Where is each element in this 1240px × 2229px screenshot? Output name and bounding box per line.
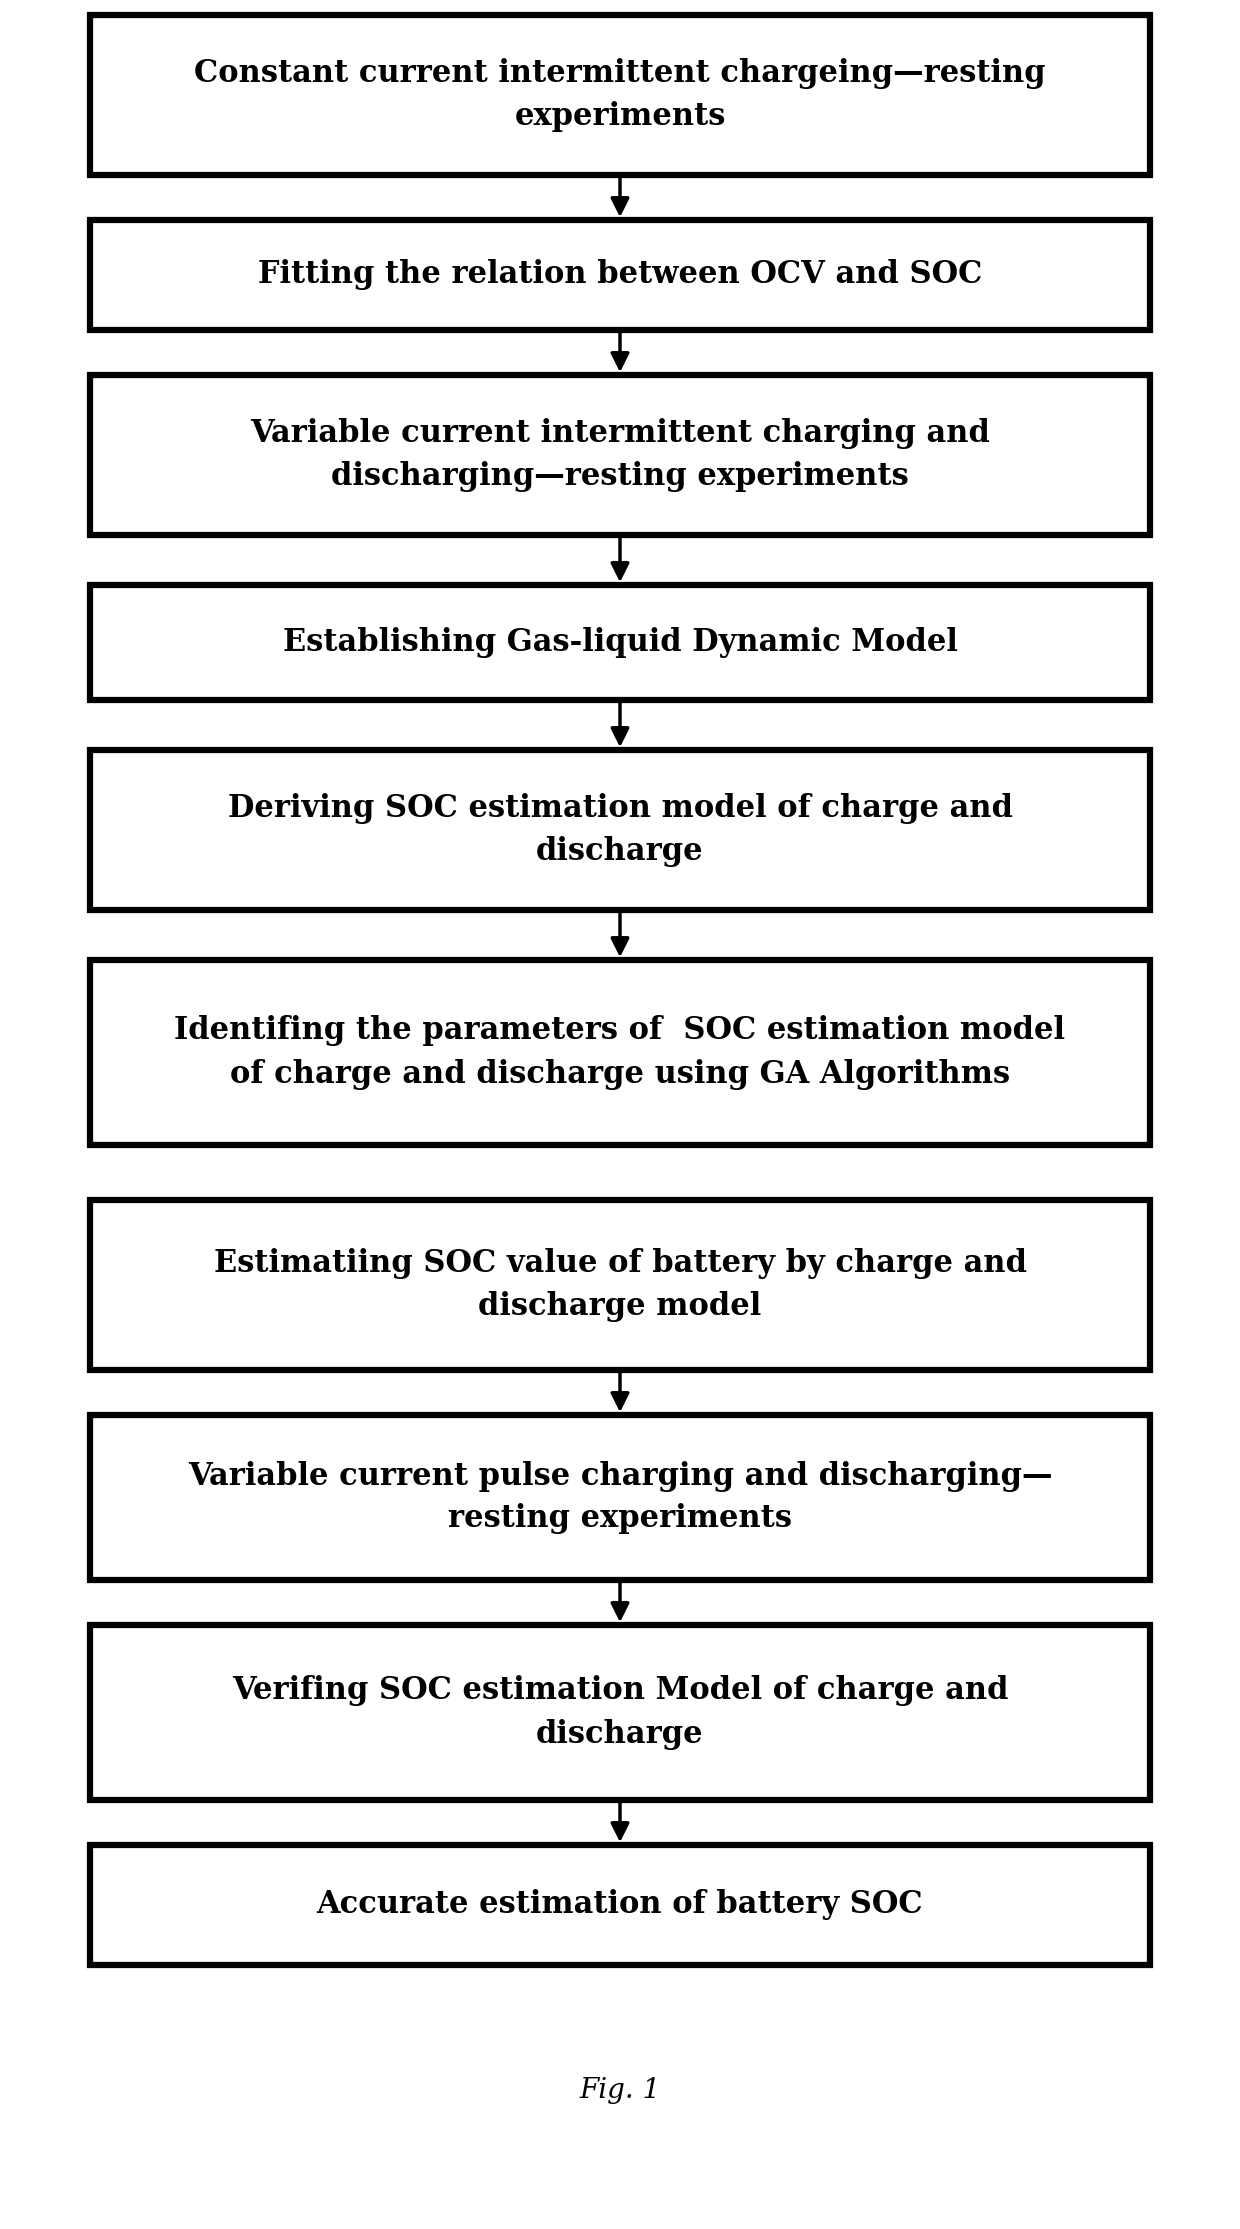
Text: Fitting the relation between OCV and SOC: Fitting the relation between OCV and SOC <box>258 259 982 290</box>
Text: Constant current intermittent chargeing—resting
experiments: Constant current intermittent chargeing—… <box>195 58 1045 132</box>
Text: Variable current intermittent charging and
discharging—resting experiments: Variable current intermittent charging a… <box>250 419 990 493</box>
Text: Fig. 1: Fig. 1 <box>579 2077 661 2104</box>
Bar <box>91 749 1149 909</box>
Bar <box>91 16 1149 176</box>
Bar <box>91 1415 1149 1580</box>
Bar <box>91 374 1149 535</box>
Text: Deriving SOC estimation model of charge and
discharge: Deriving SOC estimation model of charge … <box>227 794 1013 867</box>
Bar <box>91 961 1149 1146</box>
Text: Estimatiing SOC value of battery by charge and
discharge model: Estimatiing SOC value of battery by char… <box>213 1248 1027 1322</box>
Text: Identifing the parameters of  SOC estimation model
of charge and discharge using: Identifing the parameters of SOC estimat… <box>175 1016 1065 1090</box>
Bar <box>91 1199 1149 1371</box>
Text: Variable current pulse charging and discharging—
resting experiments: Variable current pulse charging and disc… <box>187 1460 1053 1534</box>
Bar <box>91 1625 1149 1801</box>
Bar <box>91 584 1149 700</box>
Bar <box>91 1846 1149 1966</box>
Text: Accurate estimation of battery SOC: Accurate estimation of battery SOC <box>316 1890 924 1921</box>
Text: Verifing SOC estimation Model of charge and
discharge: Verifing SOC estimation Model of charge … <box>232 1676 1008 1750</box>
Text: Establishing Gas-liquid Dynamic Model: Establishing Gas-liquid Dynamic Model <box>283 626 957 658</box>
Bar <box>91 221 1149 330</box>
